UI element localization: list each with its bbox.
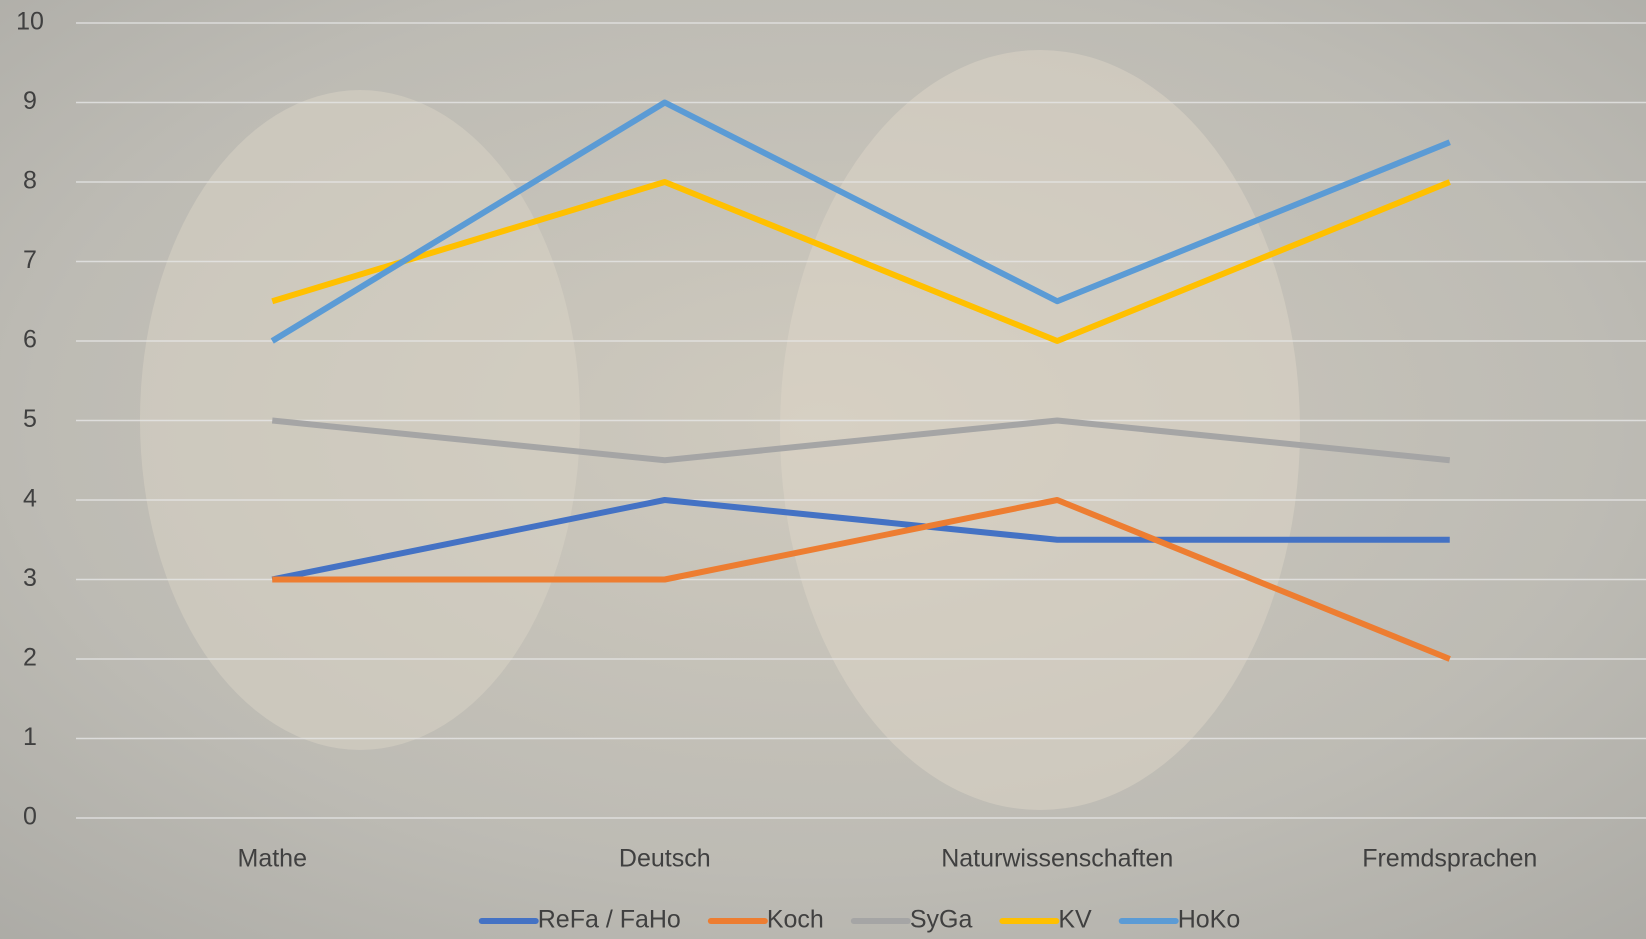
x-tick-label: Deutsch: [619, 845, 711, 873]
y-tick-label: 9: [23, 87, 37, 115]
y-tick-label: 8: [23, 167, 37, 195]
y-tick-label: 5: [23, 405, 37, 433]
background-blur: [780, 50, 1300, 810]
y-tick-label: 3: [23, 564, 37, 592]
y-tick-label: 0: [23, 803, 37, 831]
x-tick-label: Naturwissenschaften: [941, 845, 1173, 873]
legend-label: ReFa / FaHo: [538, 906, 681, 934]
y-tick-label: 6: [23, 326, 37, 354]
y-tick-label: 4: [23, 485, 37, 513]
x-tick-label: Fremdsprachen: [1362, 845, 1537, 873]
y-tick-label: 2: [23, 644, 37, 672]
y-tick-label: 7: [23, 246, 37, 274]
legend-label: KV: [1058, 906, 1092, 934]
y-tick-label: 10: [16, 8, 44, 36]
x-tick-label: Mathe: [238, 845, 307, 873]
y-tick-label: 1: [23, 723, 37, 751]
legend-label: Koch: [767, 906, 824, 934]
legend-label: SyGa: [910, 906, 973, 934]
legend-label: HoKo: [1178, 906, 1241, 934]
chart: 0 1 2 3 4 5 6 7 8 9 10 Mathe Deutsch Naturwissenschaf…: [0, 0, 1646, 939]
page: 0 1 2 3 4 5 6 7 8 9 10 Mathe Deutsch Naturwissenschaf…: [0, 0, 1646, 939]
